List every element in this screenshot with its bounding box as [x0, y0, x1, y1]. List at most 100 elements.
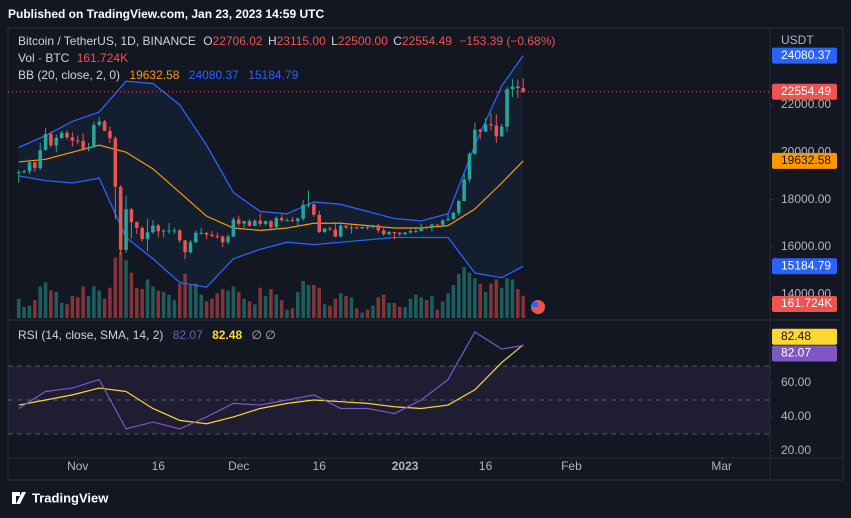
flag-icon-canton	[532, 302, 538, 307]
candle-body	[156, 225, 161, 232]
volume-bar	[231, 286, 236, 318]
candle-body	[467, 153, 472, 180]
volume-bar	[65, 304, 69, 318]
quote-key: L	[331, 34, 338, 48]
bb-title: BB (20, close, 2, 0)	[18, 68, 120, 82]
candle-body	[483, 124, 488, 132]
volume-bar	[360, 312, 364, 318]
rsi-extra: ∅ ∅	[251, 328, 275, 342]
candle-body	[49, 133, 53, 146]
volume-bar	[140, 289, 144, 318]
candle-body	[285, 220, 289, 222]
bb-basis-tag: 19632.58	[781, 153, 831, 167]
rsi-tag: 82.07	[781, 346, 811, 360]
candle-body	[167, 230, 171, 232]
volume-bar	[435, 309, 440, 318]
volume-bar	[38, 286, 42, 318]
volume-bar	[242, 298, 246, 318]
volume-bar	[333, 298, 338, 318]
volume-bar	[349, 297, 354, 318]
volume-bar	[510, 279, 515, 318]
candle-body	[499, 126, 504, 137]
volume-bar	[199, 294, 203, 318]
volume-bar	[473, 278, 477, 318]
currency: USDT	[781, 33, 814, 47]
candle-body	[27, 162, 32, 172]
volume-bar	[113, 257, 118, 318]
brand: TradingView	[32, 490, 109, 505]
bb-upper-value: 24080.37	[189, 68, 239, 82]
candle-body	[462, 179, 466, 202]
volume-bar	[172, 300, 177, 318]
candle-body	[381, 230, 386, 235]
x-tick-label: Dec	[228, 459, 249, 473]
volume-bar	[269, 289, 273, 318]
volume-bar	[81, 286, 85, 318]
candle-body	[113, 138, 118, 187]
candle-body	[38, 150, 42, 169]
rsi-tick-label: 20.00	[781, 443, 811, 457]
change: −153.39 (−0.68%)	[459, 34, 555, 48]
candle-body	[215, 236, 220, 238]
candle-body	[75, 140, 80, 142]
candle-body	[456, 201, 461, 213]
volume-bar	[381, 294, 386, 318]
volume-bar	[338, 293, 343, 318]
volume-bar	[430, 296, 434, 318]
bb-fill	[18, 55, 524, 288]
candle-body	[317, 214, 322, 233]
volume-bar	[440, 301, 445, 318]
volume-bar	[258, 287, 262, 318]
x-tick-label: Nov	[67, 459, 88, 473]
symbol-legend: Bitcoin / TetherUS, 1D, BINANCE O22706.0…	[18, 34, 555, 48]
rsi-tag-bg	[772, 345, 837, 362]
candle-body	[424, 226, 429, 228]
symbol: Bitcoin / TetherUS, 1D, BINANCE	[18, 34, 196, 48]
candle-body	[301, 204, 305, 219]
last-price-tag-bg	[772, 83, 837, 100]
volume-bar	[376, 297, 381, 318]
volume-bar	[499, 287, 504, 318]
candle-body	[204, 232, 209, 235]
candle-body	[70, 137, 75, 141]
candle-body	[279, 218, 284, 221]
candle-body	[199, 232, 203, 234]
volume-bar	[446, 293, 450, 318]
candle-body	[263, 221, 268, 224]
candle-body	[33, 162, 37, 169]
candle-body	[242, 221, 246, 224]
volume-bar	[516, 289, 520, 318]
volume-bar	[489, 283, 493, 318]
volume-bar	[296, 291, 300, 318]
x-tick-label: Mar	[711, 459, 732, 473]
x-tick-label: 16	[152, 459, 166, 473]
rsi-tick-label: 60.00	[781, 375, 811, 389]
volume-bar	[387, 302, 391, 318]
volume-bar	[521, 295, 525, 318]
candle-body	[231, 219, 236, 237]
volume-bar	[27, 305, 32, 318]
volume-bar	[151, 286, 155, 318]
candle-body	[210, 234, 214, 237]
volume-bar	[145, 279, 150, 318]
candle-body	[226, 236, 230, 243]
y-tick-label: 16000.00	[781, 239, 831, 253]
candle-body	[16, 172, 21, 174]
candle-body	[118, 186, 123, 250]
volume-bar	[424, 300, 429, 318]
candle-body	[86, 147, 91, 149]
volume-bar	[161, 291, 166, 318]
volume-bar	[274, 294, 279, 318]
candle-body	[451, 212, 456, 220]
candle-body	[473, 129, 477, 154]
volume-bar	[54, 291, 59, 318]
candle-body	[183, 240, 187, 253]
volume-bar	[59, 302, 64, 318]
bb-basis-tag-bg	[772, 152, 837, 169]
candle-body	[177, 230, 182, 241]
volume-tag: 161.724K	[781, 296, 832, 310]
volume-bar	[92, 286, 96, 318]
quote-key: O	[203, 34, 212, 48]
